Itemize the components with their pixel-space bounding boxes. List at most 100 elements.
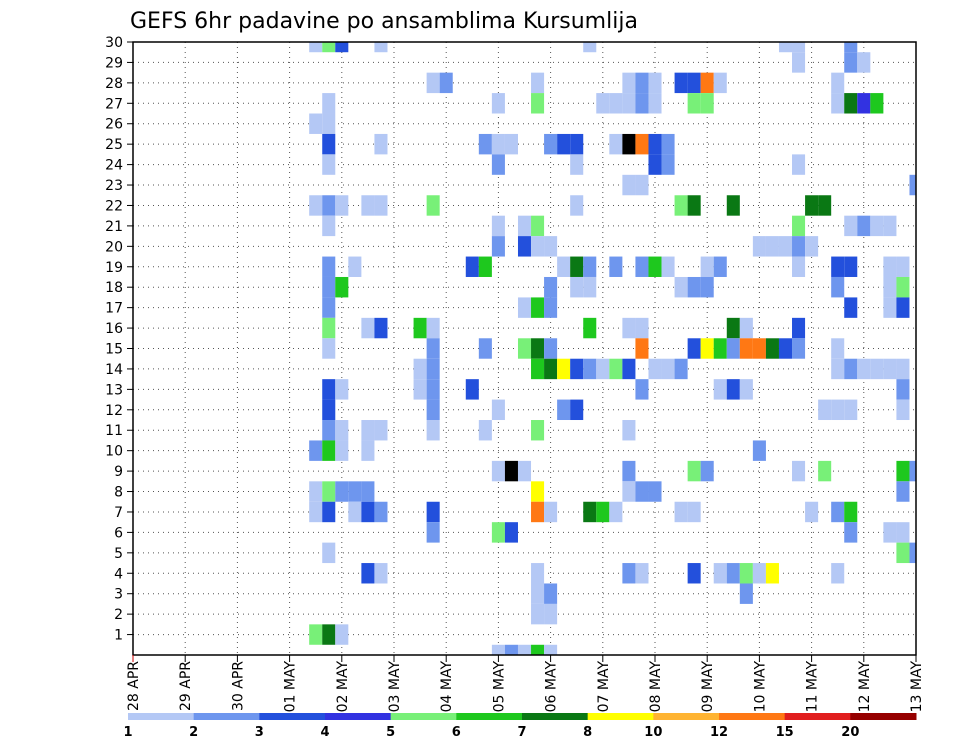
heatmap-cell xyxy=(844,522,858,543)
heatmap-cell xyxy=(322,256,336,277)
heatmap-cell xyxy=(896,276,910,298)
heatmap-cell xyxy=(713,256,727,277)
heatmap-cell xyxy=(322,93,336,114)
heatmap-cell xyxy=(517,460,532,482)
y-tick-label: 30 xyxy=(105,35,123,51)
heatmap-cell xyxy=(831,501,845,523)
heatmap-cell xyxy=(531,236,545,257)
heatmap-cell xyxy=(517,236,532,257)
heatmap-cell xyxy=(870,358,884,380)
legend-boundary-label: 20 xyxy=(841,725,859,740)
heatmap-cell xyxy=(374,501,388,523)
heatmap-cell xyxy=(778,338,793,359)
legend-boundary-label: 1 xyxy=(123,725,132,740)
legend-color-swatch xyxy=(390,713,457,720)
heatmap-cell xyxy=(531,420,545,441)
heatmap-cell xyxy=(557,133,571,155)
legend-boundary-label: 2 xyxy=(189,725,198,740)
heatmap-cell xyxy=(635,72,649,94)
grid-lines xyxy=(133,42,916,655)
heatmap-cell xyxy=(739,317,753,339)
heatmap-cell xyxy=(491,154,505,175)
heatmap-cell xyxy=(635,93,649,114)
heatmap-cell xyxy=(700,72,714,94)
heatmap-cell xyxy=(361,563,375,584)
heatmap-cell xyxy=(622,174,636,196)
heatmap-cell xyxy=(309,481,323,502)
heatmap-cell xyxy=(609,93,623,114)
heatmap-cell xyxy=(426,399,440,421)
legend-boundary-label: 7 xyxy=(517,725,526,740)
legend-color-swatch xyxy=(719,713,786,720)
heatmap-cell xyxy=(335,42,349,53)
heatmap-cell xyxy=(844,501,858,523)
heatmap-cell xyxy=(596,358,610,380)
heatmap-cell xyxy=(531,583,545,604)
heatmap-cell xyxy=(544,501,558,523)
heatmap-cell xyxy=(491,644,505,655)
heatmap-cell xyxy=(635,481,649,502)
heatmap-cell xyxy=(335,379,349,400)
heatmap-cell xyxy=(335,440,349,461)
heatmap-cell xyxy=(478,133,492,155)
heatmap-cell xyxy=(544,358,558,380)
y-tick-label: 12 xyxy=(105,403,123,419)
heatmap-cell xyxy=(909,174,916,196)
y-tick-label: 29 xyxy=(105,55,123,71)
y-tick-label: 15 xyxy=(105,342,123,358)
heatmap-cell xyxy=(322,542,336,564)
legend-color-swatch xyxy=(850,713,917,720)
heatmap-cell xyxy=(583,317,597,339)
heatmap-cell xyxy=(622,358,636,380)
heatmap-cell xyxy=(726,338,740,359)
y-tick-label: 2 xyxy=(114,607,123,623)
y-tick-label: 21 xyxy=(105,219,123,235)
legend-color-swatch xyxy=(456,713,523,720)
heatmap-cell xyxy=(687,338,701,359)
heatmap-cell xyxy=(426,317,440,339)
heatmap-cell xyxy=(322,338,336,359)
heatmap-cell xyxy=(844,256,858,277)
heatmap-cell xyxy=(583,42,597,53)
heatmap-cell xyxy=(635,174,649,196)
heatmap-cell xyxy=(661,154,675,175)
heatmap-cell xyxy=(544,583,558,604)
legend-color-swatch xyxy=(259,713,326,720)
heatmap-cell xyxy=(765,338,779,359)
heatmap-cell xyxy=(426,358,440,380)
legend-color-swatch xyxy=(128,713,195,720)
heatmap-cell xyxy=(765,563,779,584)
heatmap-cell xyxy=(622,93,636,114)
heatmap-cell xyxy=(792,215,806,237)
heatmap-cell xyxy=(322,317,336,339)
heatmap-cell xyxy=(309,113,323,134)
y-axis: 1234567891011121314151617181920212223242… xyxy=(105,35,133,644)
heatmap-cell xyxy=(491,133,505,155)
heatmap-cell xyxy=(570,154,584,175)
heatmap-cell xyxy=(765,236,779,257)
legend-boundary-label: 5 xyxy=(386,725,395,740)
y-tick-label: 24 xyxy=(105,158,123,174)
heatmap-cell xyxy=(609,133,623,155)
heatmap-cell xyxy=(491,522,505,543)
heatmap-cell xyxy=(635,338,649,359)
heatmap-cell xyxy=(478,256,492,277)
heatmap-cell xyxy=(583,501,597,523)
heatmap-cell xyxy=(570,133,584,155)
heatmap-cell xyxy=(348,481,362,502)
heatmap-cell xyxy=(792,256,806,277)
heatmap-cell xyxy=(413,379,427,400)
heatmap-cell xyxy=(831,256,845,277)
heatmap-cell xyxy=(478,420,492,441)
heatmap-cell xyxy=(557,358,571,380)
heatmap-cell xyxy=(818,195,832,216)
heatmap-cell xyxy=(544,338,558,359)
heatmap-cell xyxy=(831,563,845,584)
heatmap-cell xyxy=(531,603,545,625)
heatmap-cell xyxy=(687,93,701,114)
heatmap-cell xyxy=(596,501,610,523)
x-tick-label: 05 MAY xyxy=(491,661,507,713)
y-tick-label: 11 xyxy=(105,423,123,439)
heatmap-cell xyxy=(844,93,858,114)
